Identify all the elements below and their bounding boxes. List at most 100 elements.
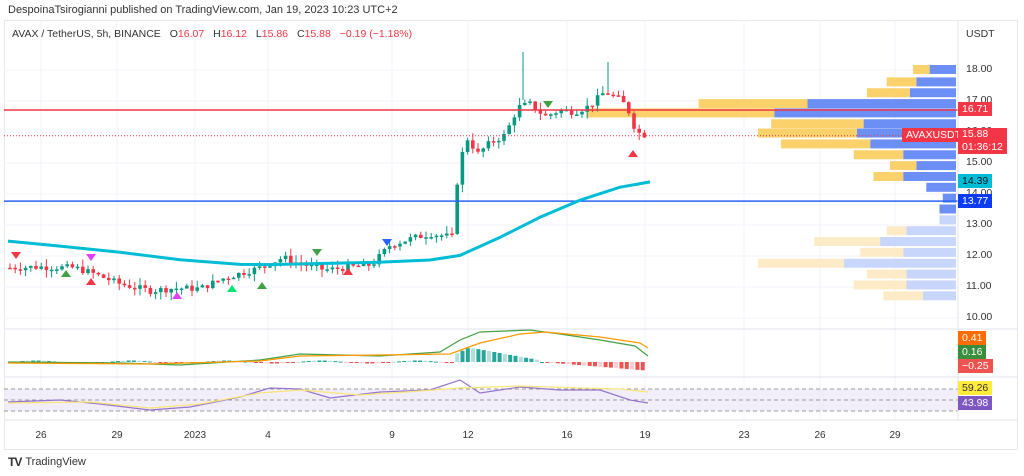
volume-bar-buy — [916, 161, 956, 171]
volume-bar-sell — [853, 280, 907, 290]
macd-signal-label: 0.41 — [958, 331, 987, 345]
candle-body — [445, 233, 449, 236]
candle-body — [569, 109, 574, 115]
macd-histogram-bar — [386, 362, 391, 363]
candle-body — [101, 274, 106, 278]
macd-histogram-bar — [243, 361, 248, 363]
macd-histogram-bar — [439, 362, 444, 363]
candle-body — [533, 101, 537, 111]
macd-histogram-bar — [328, 360, 332, 362]
macd-histogram-bar — [248, 362, 253, 363]
candle-body — [580, 111, 584, 115]
low-label: L — [255, 28, 262, 40]
candle-body — [325, 269, 329, 271]
candle-body — [590, 105, 595, 108]
candle-body — [18, 269, 23, 271]
tradingview-logo-icon[interactable]: TV — [8, 455, 22, 469]
volume-bar-buy — [939, 215, 956, 225]
volume-bar-buy — [909, 88, 956, 98]
brand-name[interactable]: TradingView — [25, 456, 86, 468]
candle-body — [96, 272, 101, 275]
candle-body — [382, 248, 387, 255]
buy-signal-icon — [343, 268, 353, 275]
candle-body — [377, 254, 381, 265]
volume-bar-sell — [886, 226, 907, 236]
candle-body — [497, 140, 501, 143]
candle-body — [481, 148, 485, 152]
time-tick: 12 — [462, 430, 474, 441]
macd-histogram-bar — [508, 354, 513, 362]
macd-histogram-bar — [359, 362, 364, 364]
publisher-line: DespoinaTsirogianni published on Trading… — [8, 4, 398, 16]
rsi-ma-line — [7, 385, 649, 409]
macd-histogram-bar — [529, 358, 534, 362]
macd-histogram-bar — [31, 360, 36, 362]
macd-histogram-bar — [25, 360, 30, 362]
macd-histogram-bar — [301, 361, 306, 363]
candle-body — [200, 285, 205, 288]
candle-body — [122, 283, 127, 286]
candle-body — [616, 95, 621, 97]
chart-frame — [4, 20, 1018, 450]
macd-histogram-bar — [534, 359, 539, 362]
candle-body — [346, 264, 350, 272]
candle-body — [460, 151, 465, 185]
candle-body — [39, 266, 43, 269]
candle-body — [34, 266, 38, 269]
close-value: 15.88 — [304, 28, 331, 40]
candle-body — [434, 235, 439, 238]
macd-histogram-bar — [110, 361, 115, 363]
candle-body — [257, 266, 262, 268]
macd-histogram-bar — [296, 361, 301, 363]
candle-body — [486, 141, 491, 149]
macd-histogram-bar — [285, 362, 290, 363]
candle-body — [575, 114, 579, 116]
candle-body — [554, 113, 558, 115]
macd-histogram-bar — [619, 362, 624, 369]
sell-signal-icon — [382, 239, 392, 246]
macd-line — [7, 329, 649, 366]
candle-body — [507, 125, 511, 134]
volume-bar-sell — [913, 65, 930, 74]
candle-body — [642, 132, 647, 138]
candle-body — [205, 285, 210, 289]
volume-bar-sell — [866, 269, 907, 279]
candle-body — [117, 278, 121, 284]
candle-body — [637, 128, 641, 133]
volume-bar-sell — [866, 88, 910, 98]
macd-histogram-bar — [47, 361, 52, 363]
macd-histogram-bar — [137, 360, 142, 362]
macd-histogram-bar — [264, 362, 269, 364]
macd-histogram-bar — [460, 350, 465, 362]
candle-body — [112, 278, 116, 281]
volume-profile — [586, 65, 956, 301]
symbol-name[interactable]: AVAX / TetherUS, 5h, BINANCE — [12, 28, 161, 40]
macd-histogram-bar — [614, 362, 619, 369]
macd-histogram-bar — [587, 362, 592, 366]
volume-bar-sell — [814, 237, 881, 247]
volume-bar-sell — [758, 128, 857, 138]
high-value: 16.12 — [220, 28, 247, 40]
macd-histogram-bar — [216, 360, 221, 362]
macd-histogram-bar — [513, 355, 518, 362]
candle-body — [424, 237, 428, 239]
candle-body — [75, 266, 80, 269]
macd-histogram-bar — [211, 360, 216, 362]
price-tick: 15.00 — [966, 156, 993, 168]
price-tick: 10.00 — [966, 311, 993, 323]
candle-body — [133, 287, 137, 290]
candle-body — [169, 289, 173, 293]
macd-histogram-bar — [158, 362, 163, 363]
footer: TV TradingView — [8, 455, 86, 469]
macd-histogram-bar — [412, 360, 417, 362]
macd-histogram-bar — [322, 360, 327, 362]
buy-signal-icon — [86, 278, 96, 285]
bar-countdown: 01:36:12 — [962, 141, 1003, 153]
macd-line-label: 0.16 — [958, 345, 987, 359]
candle-body — [517, 105, 522, 118]
volume-bar-sell — [853, 150, 904, 160]
macd-histogram-bar — [163, 362, 168, 363]
volume-bar-sell — [781, 139, 871, 149]
macd-histogram-bar — [566, 362, 571, 365]
